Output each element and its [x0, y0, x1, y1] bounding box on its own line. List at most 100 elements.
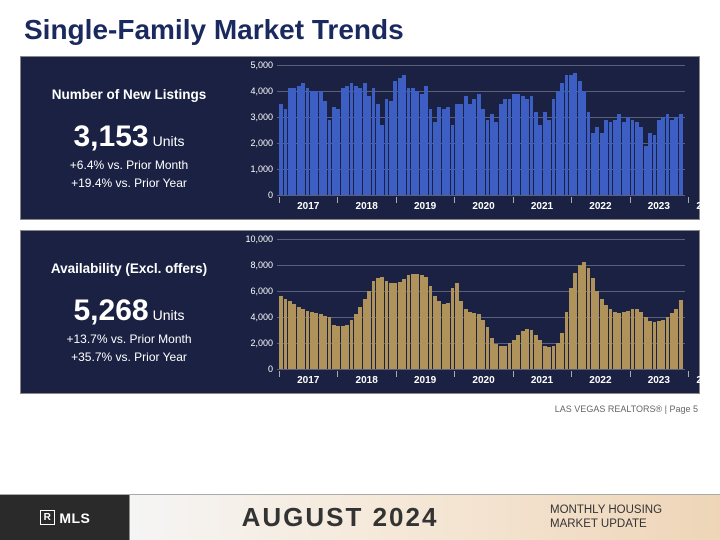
bars-container [279, 65, 683, 195]
bar [376, 278, 380, 369]
bar [609, 309, 613, 369]
bar [644, 146, 648, 195]
bar [292, 88, 296, 195]
x-tick [454, 197, 455, 203]
footer-month: AUGUST 2024 [130, 502, 550, 533]
panel-summary: Availability (Excl. offers)5,268Units+13… [21, 231, 237, 393]
bar [389, 283, 393, 369]
y-tick-label: 1,000 [241, 164, 273, 174]
bar [508, 99, 512, 195]
bar [455, 104, 459, 195]
bar [354, 86, 358, 195]
chart-area: 02,0004,0006,0008,00010,000 [241, 239, 689, 369]
footer-bar: R MLS AUGUST 2024 MONTHLY HOUSING MARKET… [0, 494, 720, 540]
x-tick [454, 371, 455, 377]
bar [429, 286, 433, 369]
bar [442, 109, 446, 195]
bar [530, 330, 534, 369]
bar [288, 88, 292, 195]
x-tick [279, 197, 280, 203]
x-tick [337, 197, 338, 203]
bar [587, 268, 591, 369]
bar [451, 288, 455, 369]
bar [464, 309, 468, 369]
bar [657, 321, 661, 369]
bar [459, 104, 463, 195]
bar [521, 331, 525, 369]
x-tick-label: 2018 [356, 201, 378, 212]
bar [472, 99, 476, 195]
bar [534, 335, 538, 369]
bar [653, 135, 657, 195]
bar [486, 120, 490, 195]
bar [666, 317, 670, 369]
x-axis: 20172018201920202021202220232024 [279, 371, 720, 387]
bar [490, 114, 494, 195]
grid-line [277, 369, 685, 370]
bar [499, 346, 503, 369]
bar [310, 312, 314, 369]
bar [301, 83, 305, 195]
bar [402, 75, 406, 195]
bar [622, 312, 626, 369]
bar [573, 73, 577, 195]
mls-logo: R MLS [0, 495, 130, 540]
bar [468, 104, 472, 195]
bar [332, 107, 336, 195]
bar [653, 322, 657, 369]
bar [319, 314, 323, 369]
bar [569, 288, 573, 369]
panel-title: Number of New Listings [33, 87, 225, 102]
x-tick [571, 197, 572, 203]
x-tick-label: 2022 [589, 201, 611, 212]
bar [429, 109, 433, 195]
bar [674, 309, 678, 369]
bar [420, 94, 424, 195]
bar [446, 303, 450, 369]
bar [670, 313, 674, 369]
bar [512, 94, 516, 195]
bar [332, 325, 336, 369]
bar [297, 307, 301, 369]
bar [481, 320, 485, 369]
bar [674, 117, 678, 195]
bar [591, 278, 595, 369]
bar [279, 104, 283, 195]
footer-line1: MONTHLY HOUSING [550, 504, 704, 518]
bar [367, 96, 371, 195]
bar [424, 277, 428, 369]
bar [604, 120, 608, 195]
bar [565, 75, 569, 195]
footer-subtitle: MONTHLY HOUSING MARKET UPDATE [550, 504, 720, 532]
y-tick-label: 2,000 [241, 338, 273, 348]
bars-container [279, 239, 683, 369]
bar [591, 133, 595, 195]
bar [323, 101, 327, 195]
x-tick-label: 2024 [696, 201, 718, 212]
bar [490, 338, 494, 369]
y-tick-label: 6,000 [241, 286, 273, 296]
bar [661, 117, 665, 195]
bar [516, 94, 520, 195]
bar [376, 104, 380, 195]
bar [552, 99, 556, 195]
bar [626, 117, 630, 195]
logo-text: MLS [59, 510, 90, 526]
x-tick-label: 2019 [414, 375, 436, 386]
bar [516, 335, 520, 369]
bar [613, 312, 617, 369]
units-label: Units [153, 133, 185, 149]
bar [543, 346, 547, 369]
x-tick [688, 197, 689, 203]
bar [644, 317, 648, 369]
bar [363, 83, 367, 195]
bar [609, 122, 613, 195]
bar [306, 88, 310, 195]
bar [336, 326, 340, 369]
bar [670, 120, 674, 195]
bar [657, 120, 661, 195]
bar [402, 279, 406, 369]
bar [604, 305, 608, 369]
bar [560, 83, 564, 195]
bar [310, 91, 314, 195]
